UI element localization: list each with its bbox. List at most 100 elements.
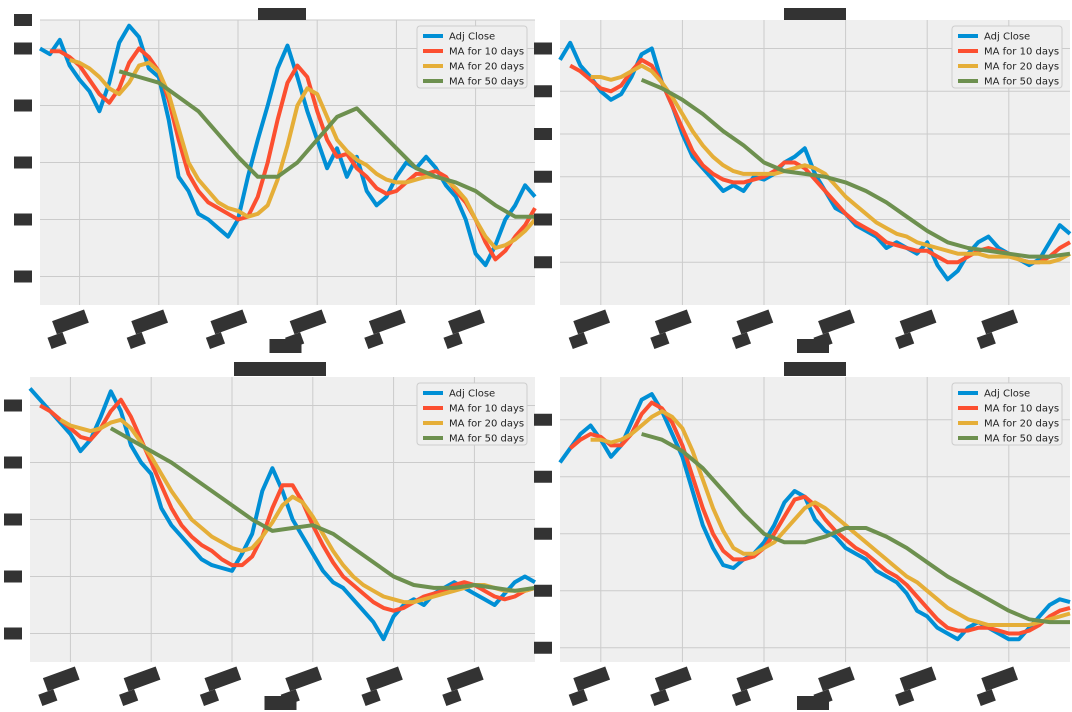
redacted-x-tick-text <box>899 309 937 335</box>
redacted-x-tick-label <box>731 309 774 349</box>
legend-frame <box>416 382 528 446</box>
redacted-x-axis-label <box>264 696 297 710</box>
series-line <box>118 69 535 219</box>
legend-label: MA for 20 days <box>449 419 524 430</box>
redacted-title <box>258 8 306 20</box>
redacted-y-tick-label <box>534 85 552 98</box>
redacted-x-axis-label <box>269 339 302 353</box>
redacted-x-tick-text <box>981 309 1019 335</box>
redacted-y-tick-label <box>534 413 552 426</box>
redacted-x-tick-year <box>443 332 463 349</box>
subplot-4: Adj Close MA for 10 days MA for 20 days MA … <box>534 362 1071 710</box>
redacted-x-tick-year <box>47 332 67 349</box>
redacted-x-tick-text <box>123 666 161 692</box>
redacted-y-tick-label <box>14 156 32 169</box>
redacted-x-tick-year <box>442 689 462 706</box>
redacted-x-tick-label <box>205 309 248 349</box>
redacted-y-tick-label <box>14 42 32 55</box>
redacted-x-tick-year <box>126 332 146 349</box>
redacted-title <box>784 362 846 376</box>
legend-label: MA for 20 days <box>984 62 1059 73</box>
redacted-y-tick-label <box>534 128 552 140</box>
redacted-y-tick-label <box>534 470 552 483</box>
redacted-x-tick-text <box>654 666 692 692</box>
redacted-y-tick-label <box>4 399 22 412</box>
redacted-x-tick-year <box>976 332 996 349</box>
legend-frame <box>416 25 528 89</box>
redacted-x-tick-text <box>289 309 327 335</box>
legend: Adj Close MA for 10 days MA for 20 days MA … <box>951 382 1063 446</box>
redacted-x-tick-text <box>52 309 89 335</box>
redacted-y-tick-label <box>14 14 32 26</box>
legend-label: MA for 50 days <box>984 434 1059 445</box>
redacted-x-tick-text <box>368 309 406 335</box>
series-line <box>28 387 536 642</box>
series-line <box>569 57 1071 265</box>
redacted-x-tick-label <box>976 666 1019 706</box>
redacted-x-tick-text <box>131 309 169 335</box>
redacted-y-tick-label <box>534 42 552 55</box>
redacted-x-tick-label <box>119 666 161 706</box>
legend-label: Adj Close <box>984 32 1030 43</box>
redacted-x-tick-text <box>818 309 855 335</box>
redacted-x-tick-text <box>573 666 611 692</box>
legend-label: MA for 10 days <box>449 404 524 415</box>
redacted-x-tick-year <box>895 689 915 706</box>
redacted-x-tick-year <box>361 689 381 706</box>
legend: Adj Close MA for 10 days MA for 20 days MA … <box>416 382 528 446</box>
redacted-y-tick-label <box>4 570 22 583</box>
redacted-y-tick-label <box>14 270 32 283</box>
series-line <box>640 77 1071 259</box>
series-line <box>59 417 536 605</box>
series-line <box>590 409 1071 627</box>
redacted-x-tick-year <box>364 332 384 349</box>
legend-label: MA for 10 days <box>984 47 1059 58</box>
redacted-x-tick-text <box>446 666 484 692</box>
redacted-x-tick-text <box>573 309 611 335</box>
redacted-x-tick-label <box>568 309 611 349</box>
redacted-x-tick-label <box>199 666 242 706</box>
redacted-x-tick-text <box>366 666 403 692</box>
legend-label: MA for 50 days <box>984 77 1059 88</box>
redacted-x-tick-text <box>736 666 774 692</box>
redacted-x-tick-year <box>731 332 752 349</box>
redacted-x-tick-label <box>443 309 485 349</box>
redacted-title <box>784 8 846 20</box>
redacted-x-tick-label <box>38 666 80 706</box>
subplot-3: Adj Close MA for 10 days MA for 20 days MA … <box>4 362 536 710</box>
redacted-x-tick-text <box>818 666 855 692</box>
subplot-2: Adj Close MA for 10 days MA for 20 days MA … <box>534 8 1072 353</box>
redacted-x-tick-label <box>364 309 406 349</box>
legend: Adj Close MA for 10 days MA for 20 days MA … <box>416 25 528 89</box>
redacted-x-tick-text <box>981 666 1019 692</box>
redacted-x-tick-text <box>899 666 937 692</box>
redacted-x-tick-text <box>736 309 774 335</box>
redacted-x-tick-text <box>42 666 80 692</box>
legend-label: MA for 20 days <box>449 62 524 73</box>
redacted-x-tick-year <box>895 332 915 349</box>
redacted-x-tick-text <box>285 666 323 692</box>
redacted-x-tick-label <box>895 309 937 349</box>
series-line <box>641 432 1070 625</box>
legend-label: Adj Close <box>449 389 495 400</box>
legend-frame <box>951 382 1063 446</box>
redacted-x-tick-year <box>199 689 220 706</box>
legend-label: MA for 20 days <box>984 419 1059 430</box>
redacted-x-tick-label <box>442 666 484 706</box>
redacted-y-tick-label <box>4 456 22 469</box>
subplot-1: Adj Close MA for 10 days MA for 20 days MA … <box>14 8 537 353</box>
redacted-y-tick-label <box>534 170 552 183</box>
redacted-x-axis-label <box>797 339 829 353</box>
redacted-y-tick-label <box>534 527 552 540</box>
legend-label: Adj Close <box>449 32 495 43</box>
legend: Adj Close MA for 10 days MA for 20 days MA … <box>951 25 1063 89</box>
series-line <box>39 23 537 268</box>
redacted-x-tick-label <box>650 666 692 706</box>
redacted-x-tick-label <box>568 666 611 706</box>
redacted-y-tick-label <box>4 513 22 526</box>
legend-label: Adj Close <box>984 389 1030 400</box>
redacted-y-tick-label <box>14 99 32 112</box>
redacted-y-tick-label <box>534 213 552 226</box>
legend-label: MA for 50 days <box>449 77 524 88</box>
